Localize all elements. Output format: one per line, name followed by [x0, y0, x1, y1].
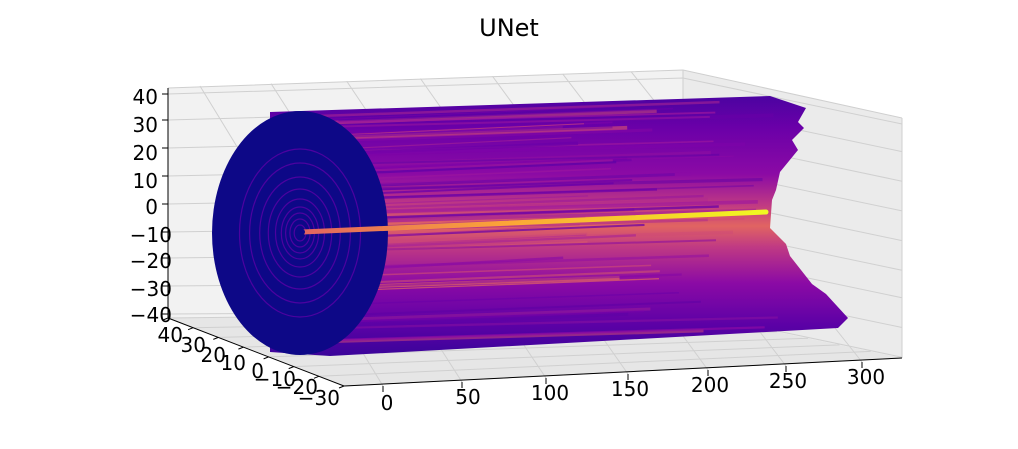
surface-streak — [320, 208, 757, 225]
surface-streak — [317, 100, 720, 118]
axis-lines — [167, 88, 903, 387]
surface-streak — [337, 159, 613, 173]
z-tick-label: −10 — [130, 223, 172, 247]
end-cap-ring — [238, 148, 362, 318]
y-tick-mark — [313, 375, 320, 379]
z-tick-label: 20 — [133, 141, 158, 165]
y-tick-label: −10 — [254, 367, 296, 391]
y-tick-label: 40 — [158, 323, 183, 347]
x-tick-label: 0 — [381, 391, 394, 415]
grid-line-y — [318, 350, 871, 377]
x-tick-label: 200 — [691, 373, 729, 397]
surface-streak — [303, 125, 628, 142]
x-tick-label: 100 — [531, 381, 569, 405]
surface-streak — [336, 278, 660, 292]
y-tick-mark — [238, 346, 244, 350]
end-cap-ring — [259, 176, 341, 290]
axis-end-dot — [299, 229, 305, 235]
surface-streak — [316, 123, 585, 137]
z-tick-labels: 40 30 20 10 0 −10 −20 −30 −40 — [130, 85, 172, 327]
surface-streak — [338, 107, 674, 122]
surface-streak — [337, 309, 645, 323]
surface-streak — [334, 264, 652, 278]
z-tick-label: 30 — [133, 113, 158, 137]
surface-streak — [337, 172, 692, 187]
y-axis-line — [167, 317, 345, 387]
grid-line-y — [293, 344, 840, 368]
surface-streak — [300, 142, 746, 157]
surface-plot — [212, 96, 848, 356]
surface-streak — [316, 115, 710, 129]
y-tick-labels: 40 30 20 10 0 −10 −20 −30 — [158, 323, 340, 410]
y-tick-label: 0 — [251, 359, 264, 383]
surface-streak — [323, 307, 651, 322]
z-tick-label: −40 — [130, 303, 172, 327]
x-tick-label: 150 — [611, 377, 649, 401]
axis-line — [299, 209, 769, 235]
y-tick-label: −30 — [298, 386, 340, 410]
surface-streak — [320, 125, 613, 139]
x-tick-label: 50 — [455, 385, 480, 409]
y-tick-mark — [263, 356, 269, 360]
tick-marks — [162, 93, 863, 392]
surface-streak — [322, 111, 716, 124]
z-tick-label: 0 — [145, 195, 158, 219]
surface-streak — [329, 300, 701, 317]
end-cap-ring — [249, 162, 352, 304]
z-tick-label: 10 — [133, 169, 158, 193]
surface-streak — [331, 160, 617, 176]
y-tick-label: 30 — [181, 333, 206, 357]
surface-streak — [322, 329, 704, 344]
surface-streak — [315, 151, 711, 168]
surface-streak — [335, 205, 719, 221]
y-tick-mark — [338, 385, 345, 389]
y-tick-label: 20 — [201, 343, 226, 367]
z-tick-label: −30 — [130, 277, 172, 301]
y-tick-label: 10 — [221, 351, 246, 375]
x-tick-label: 300 — [847, 365, 885, 389]
chart-title: UNet — [479, 14, 539, 42]
z-tick-label: 40 — [133, 85, 158, 109]
x-tick-labels: 0 50 100 150 200 250 300 — [381, 365, 885, 415]
surface-streak — [307, 105, 625, 121]
cylinder-body — [270, 96, 848, 356]
y-tick-mark — [162, 317, 169, 321]
surface-streak — [329, 157, 628, 172]
x-axis-line — [343, 357, 903, 387]
x-tick-label: 250 — [769, 369, 807, 393]
z-tick-label: −20 — [130, 249, 172, 273]
y-tick-mark — [288, 366, 294, 370]
y-tick-mark — [213, 336, 219, 340]
surface-streak — [321, 316, 778, 330]
surface-streak — [331, 326, 765, 342]
y-tick-mark — [187, 327, 194, 331]
surface-streak — [319, 128, 653, 143]
y-tick-label: −20 — [276, 375, 318, 399]
surface-streak — [324, 292, 679, 306]
surface-streak — [305, 153, 720, 166]
surface-streak — [330, 194, 704, 211]
